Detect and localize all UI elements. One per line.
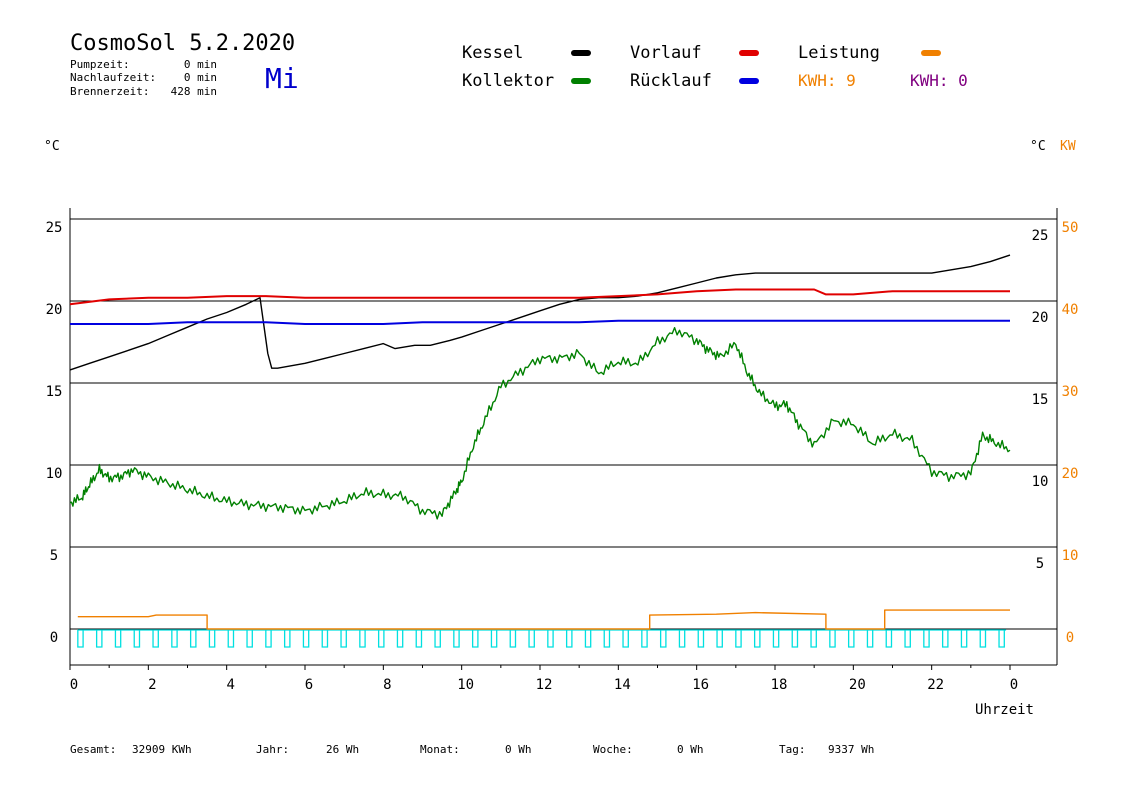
x-tick-label: 12 (536, 677, 553, 693)
series-kollektor-line (69, 327, 1011, 520)
series-leistung-line (77, 609, 1010, 630)
right-celsius-tick-label: 20 (1032, 310, 1049, 326)
pump-cycles (77, 629, 1007, 648)
nachlauf-time-value: 0 min (184, 71, 217, 84)
right-kw-tick-label: 30 (1062, 384, 1079, 400)
legend-kessel-swatch (571, 50, 591, 56)
footer-jahr-value: 26 Wh (326, 743, 359, 756)
pump-time-value: 0 min (184, 58, 217, 71)
series-vorlauf-line (69, 288, 1010, 306)
x-tick-label: 14 (614, 677, 631, 693)
legend-kwh-1: KWH: 9 (798, 71, 856, 90)
left-tick-label: 5 (50, 548, 58, 564)
footer-jahr-label: Jahr: (256, 743, 289, 756)
brenner-time-value: 428 min (171, 85, 217, 98)
nachlauf-time-label: Nachlaufzeit: (70, 71, 156, 84)
left-tick-label: 0 (50, 630, 58, 646)
right-kw-tick-label: 0 (1066, 630, 1074, 646)
right-unit-kw: KW (1060, 139, 1076, 154)
x-tick-label: 2 (148, 677, 156, 693)
series-kessel-line (69, 254, 1011, 371)
legend-kessel: Kessel (462, 43, 523, 63)
legend-kollektor-swatch (571, 78, 591, 84)
series-lines (69, 254, 1011, 630)
right-kw-tick-label: 20 (1062, 466, 1079, 482)
footer-tag-label: Tag: (779, 743, 806, 756)
x-tick-label: 8 (383, 677, 391, 693)
x-tick-label: 6 (305, 677, 313, 693)
x-tick-labels: 0 2 4 6 8 10 12 14 16 18 20 22 0 (69, 665, 1018, 693)
right-celsius-tick-label: 15 (1032, 392, 1049, 408)
right-kw-tick-labels: 0 10 20 30 40 50 (1062, 220, 1079, 646)
left-tick-label: 20 (46, 302, 63, 318)
x-tick-label: 0 (1010, 677, 1018, 693)
left-tick-label: 15 (46, 384, 63, 400)
left-tick-label: 25 (46, 220, 63, 236)
footer-monat-label: Monat: (420, 743, 460, 756)
grid-lines (70, 218, 1057, 630)
pump-cycle-trace (77, 629, 1007, 648)
x-tick-label: 18 (771, 677, 788, 693)
x-tick-label: 20 (849, 677, 866, 693)
footer-gesamt-label: Gesamt: (70, 743, 116, 756)
brenner-time-label: Brennerzeit: (70, 85, 149, 98)
left-tick-labels: 0 5 10 15 20 25 (46, 220, 63, 646)
x-axis-label: Uhrzeit (975, 702, 1034, 718)
footer-tag-value: 9337 Wh (828, 743, 874, 756)
footer-monat-value: 0 Wh (505, 743, 532, 756)
chart-title: CosmoSol 5.2.2020 (70, 31, 295, 56)
x-tick-label: 22 (927, 677, 944, 693)
right-kw-tick-label: 10 (1062, 548, 1079, 564)
day-label: Mi (265, 62, 299, 95)
footer-gesamt-value: 32909 KWh (132, 743, 192, 756)
left-unit: °C (44, 139, 60, 154)
right-kw-tick-label: 40 (1062, 302, 1079, 318)
footer-woche-value: 0 Wh (677, 743, 704, 756)
right-celsius-tick-label: 10 (1032, 474, 1049, 490)
footer-woche-label: Woche: (593, 743, 633, 756)
pump-time-label: Pumpzeit: (70, 58, 130, 71)
legend-leistung-swatch (921, 50, 941, 56)
right-celsius-tick-label: 5 (1036, 556, 1044, 572)
x-tick-label: 16 (692, 677, 709, 693)
left-tick-label: 10 (46, 466, 63, 482)
legend-vorlauf-swatch (739, 50, 759, 56)
x-tick-label: 0 (70, 677, 78, 693)
legend-kollektor: Kollektor (462, 71, 554, 91)
right-kw-tick-label: 50 (1062, 220, 1079, 236)
series-ruecklauf-line (70, 319, 1010, 325)
x-tick-label: 4 (226, 677, 234, 693)
legend-vorlauf: Vorlauf (630, 43, 702, 63)
right-unit-celsius: °C (1030, 139, 1046, 154)
x-tick-label: 10 (457, 677, 474, 693)
legend-leistung: Leistung (798, 43, 880, 63)
legend-ruecklauf-swatch (739, 78, 759, 84)
legend-ruecklauf: Rücklauf (630, 71, 712, 91)
legend-kwh-2: KWH: 0 (910, 71, 968, 90)
right-celsius-tick-labels: 5 10 15 20 25 (1032, 228, 1049, 572)
right-celsius-tick-label: 25 (1032, 228, 1049, 244)
